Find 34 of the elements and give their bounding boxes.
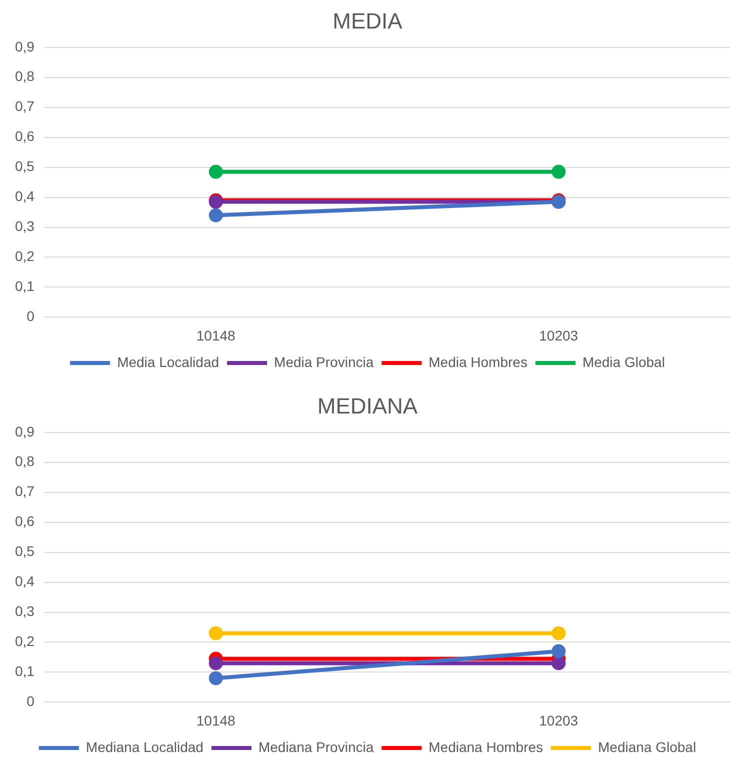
chart-title: MEDIANA bbox=[317, 393, 418, 418]
y-tick-label: 0,4 bbox=[14, 573, 35, 590]
x-tick-label: 10148 bbox=[196, 712, 236, 728]
y-tick-label: 0,6 bbox=[14, 128, 35, 144]
x-tick-label: 10203 bbox=[539, 712, 578, 728]
y-tick-label: 0,3 bbox=[14, 603, 35, 620]
y-tick-label: 0,9 bbox=[14, 38, 35, 54]
legend-label: Mediana Localidad bbox=[86, 738, 204, 755]
y-tick-label: 0,7 bbox=[14, 98, 35, 114]
legend-label: Media Global bbox=[582, 354, 665, 370]
y-tick-label: 0,4 bbox=[14, 188, 35, 204]
chart-title: MEDIA bbox=[332, 8, 403, 34]
y-tick-label: 0,1 bbox=[14, 663, 35, 680]
y-tick-label: 0,3 bbox=[14, 218, 35, 234]
y-tick-label: 0,6 bbox=[14, 513, 35, 530]
y-tick-label: 0,2 bbox=[14, 248, 35, 264]
x-tick-label: 10148 bbox=[196, 327, 236, 344]
y-tick-label: 0,9 bbox=[14, 423, 35, 440]
y-tick-label: 0,2 bbox=[14, 633, 35, 650]
y-tick-label: 0,1 bbox=[14, 278, 35, 294]
y-tick-label: 0 bbox=[26, 308, 35, 324]
y-tick-label: 0,5 bbox=[14, 158, 35, 174]
y-tick-label: 0 bbox=[26, 693, 35, 710]
legend-label: Media Localidad bbox=[117, 354, 220, 370]
y-tick-label: 0,8 bbox=[14, 453, 35, 470]
legend-label: Media Hombres bbox=[428, 354, 528, 370]
y-tick-label: 0,8 bbox=[14, 68, 35, 84]
x-tick-label: 10203 bbox=[539, 327, 578, 344]
legend-label: Mediana Provincia bbox=[258, 738, 374, 755]
y-tick-label: 0,5 bbox=[14, 543, 35, 560]
y-tick-label: 0,7 bbox=[14, 483, 35, 500]
legend-label: Mediana Hombres bbox=[428, 738, 544, 755]
legend-label: Mediana Global bbox=[598, 738, 696, 755]
legend-label: Media Provincia bbox=[274, 354, 374, 370]
